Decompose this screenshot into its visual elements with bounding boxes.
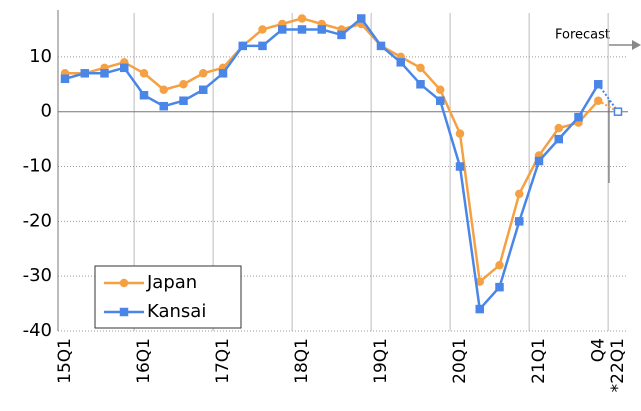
marker: [416, 80, 425, 89]
marker: [278, 25, 287, 34]
x-tick-label: 15Q1: [55, 338, 75, 384]
y-tick-label: -20: [23, 210, 52, 231]
y-tick-label: -10: [23, 156, 52, 177]
marker: [475, 304, 484, 314]
x-tick-label: Q4: [588, 338, 608, 362]
marker: [337, 30, 346, 40]
marker: [376, 41, 386, 51]
marker: [416, 63, 425, 73]
series-line: [64, 16, 600, 312]
marker: [218, 69, 228, 78]
x-tick-label: 18Q1: [292, 338, 312, 384]
marker: [80, 69, 89, 78]
marker: [613, 107, 623, 116]
y-tick-label: 10: [29, 46, 52, 67]
legend-box: [94, 265, 242, 329]
annotation: Forecast: [555, 28, 610, 43]
x-tick-label: 21Q1: [529, 338, 549, 384]
legend-marker: [119, 307, 129, 317]
marker: [120, 63, 129, 73]
x-tick-label: 16Q1: [134, 338, 154, 384]
x-tick-label: 17Q1: [213, 338, 233, 384]
legend-label: Japan: [146, 272, 197, 293]
x-tick-label: *22Q1: [608, 338, 628, 392]
marker: [179, 80, 188, 89]
marker: [199, 69, 208, 78]
marker: [574, 112, 583, 122]
forecast-arrowhead: [632, 40, 641, 50]
marker: [100, 69, 109, 78]
marker: [317, 25, 326, 34]
marker: [139, 69, 149, 78]
marker: [594, 96, 603, 105]
marker: [297, 14, 307, 23]
y-tick-label: -30: [23, 265, 52, 286]
marker: [258, 41, 267, 51]
marker: [297, 25, 307, 34]
y-tick-label: -40: [23, 320, 52, 341]
marker: [515, 189, 524, 199]
marker: [594, 80, 603, 89]
marker: [436, 85, 445, 95]
marker: [495, 260, 504, 270]
marker: [554, 123, 563, 133]
marker: [554, 134, 563, 144]
marker: [495, 282, 504, 292]
marker: [139, 90, 149, 100]
marker: [534, 156, 544, 166]
marker: [159, 101, 168, 111]
marker: [199, 85, 208, 95]
marker: [515, 217, 524, 226]
legend-marker: [119, 278, 129, 288]
marker: [455, 162, 465, 171]
marker: [60, 74, 70, 84]
series-line: [65, 17, 600, 285]
marker: [159, 85, 168, 95]
marker: [455, 129, 465, 138]
legend-label: Kansai: [147, 301, 206, 322]
marker: [436, 96, 445, 105]
y-tick-label: 0: [41, 101, 52, 122]
marker: [179, 96, 188, 105]
marker: [258, 25, 267, 34]
marker: [396, 58, 405, 67]
forecast-line: [597, 83, 619, 113]
marker: [238, 41, 247, 51]
x-tick-label: 20Q1: [450, 338, 470, 384]
x-tick-label: 19Q1: [371, 338, 391, 384]
marker: [357, 14, 366, 23]
